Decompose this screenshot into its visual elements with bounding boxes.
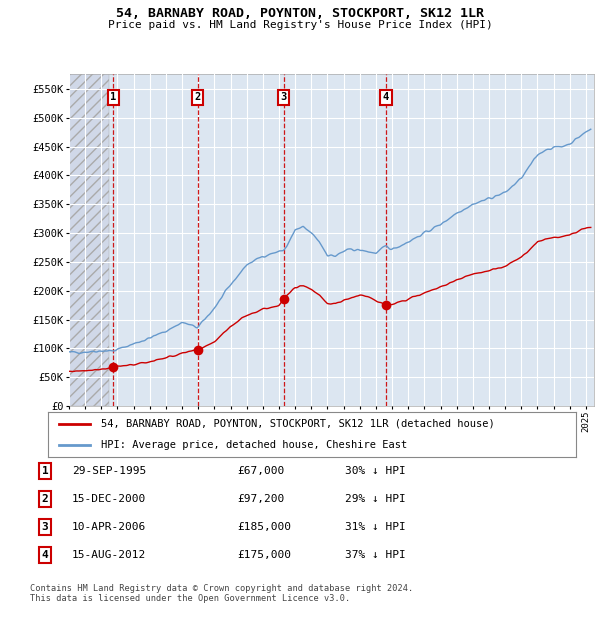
Text: Contains HM Land Registry data © Crown copyright and database right 2024.
This d: Contains HM Land Registry data © Crown c… <box>30 584 413 603</box>
Text: 15-AUG-2012: 15-AUG-2012 <box>72 550 146 560</box>
Text: 29% ↓ HPI: 29% ↓ HPI <box>345 494 406 504</box>
Text: £67,000: £67,000 <box>237 466 284 476</box>
Text: 54, BARNABY ROAD, POYNTON, STOCKPORT, SK12 1LR (detached house): 54, BARNABY ROAD, POYNTON, STOCKPORT, SK… <box>101 419 494 429</box>
Text: £175,000: £175,000 <box>237 550 291 560</box>
Text: £97,200: £97,200 <box>237 494 284 504</box>
Text: £185,000: £185,000 <box>237 522 291 532</box>
Text: 31% ↓ HPI: 31% ↓ HPI <box>345 522 406 532</box>
Text: 2: 2 <box>194 92 201 102</box>
Text: 3: 3 <box>280 92 287 102</box>
Text: HPI: Average price, detached house, Cheshire East: HPI: Average price, detached house, Ches… <box>101 440 407 450</box>
Text: 29-SEP-1995: 29-SEP-1995 <box>72 466 146 476</box>
Text: 37% ↓ HPI: 37% ↓ HPI <box>345 550 406 560</box>
Text: 15-DEC-2000: 15-DEC-2000 <box>72 494 146 504</box>
Text: 30% ↓ HPI: 30% ↓ HPI <box>345 466 406 476</box>
Text: 10-APR-2006: 10-APR-2006 <box>72 522 146 532</box>
Text: 1: 1 <box>41 466 49 476</box>
Text: 54, BARNABY ROAD, POYNTON, STOCKPORT, SK12 1LR: 54, BARNABY ROAD, POYNTON, STOCKPORT, SK… <box>116 7 484 20</box>
Text: 4: 4 <box>383 92 389 102</box>
Text: 3: 3 <box>41 522 49 532</box>
Text: 1: 1 <box>110 92 116 102</box>
Text: 2: 2 <box>41 494 49 504</box>
Text: 4: 4 <box>41 550 49 560</box>
Text: Price paid vs. HM Land Registry's House Price Index (HPI): Price paid vs. HM Land Registry's House … <box>107 20 493 30</box>
